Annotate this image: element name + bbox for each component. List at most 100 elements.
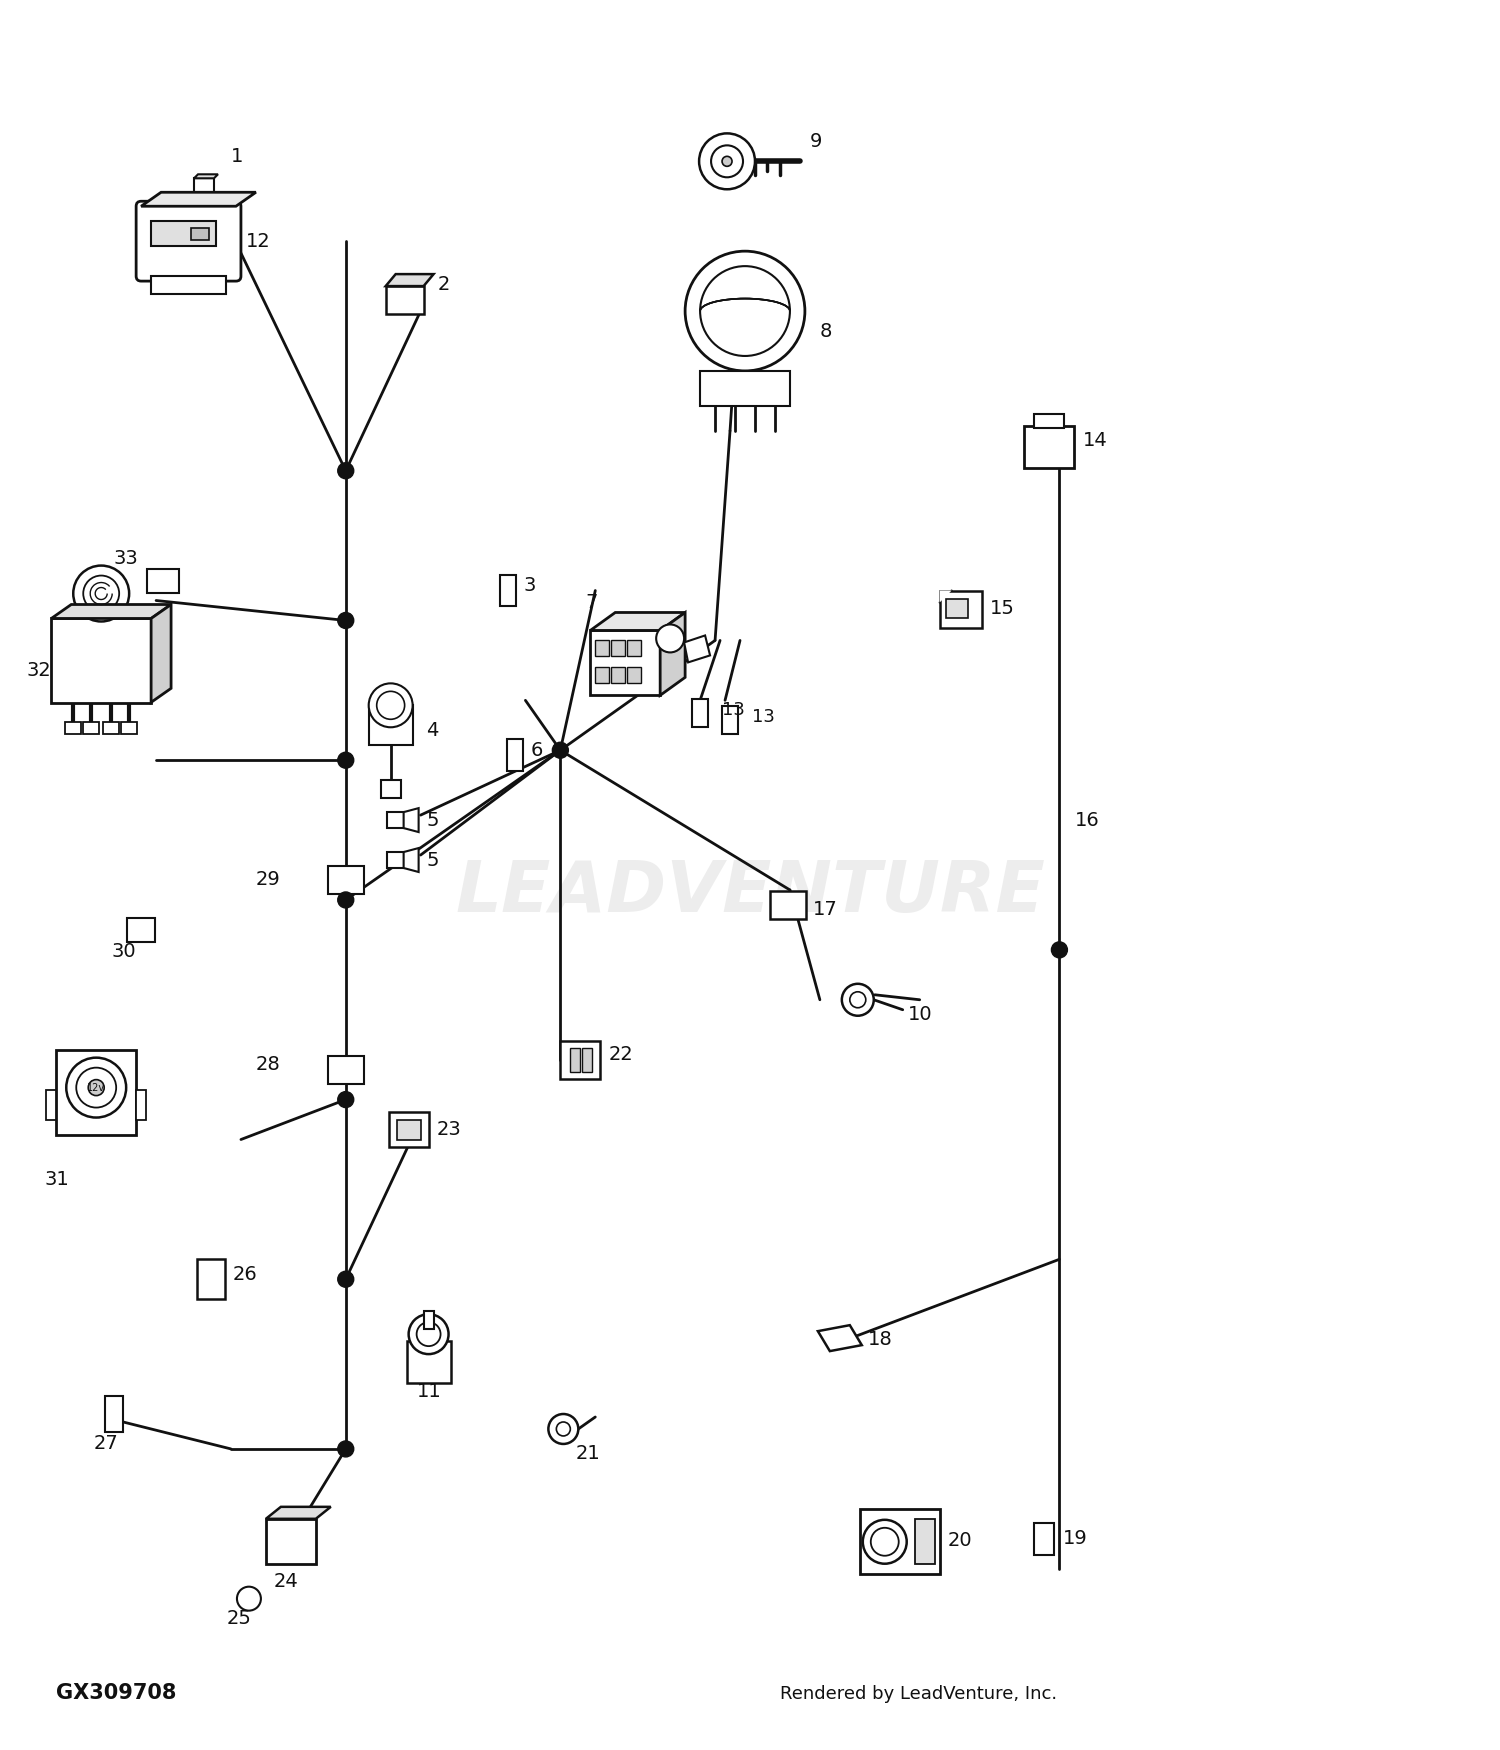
Text: 16: 16 xyxy=(1074,810,1100,829)
Text: 11: 11 xyxy=(417,1381,441,1400)
Bar xyxy=(196,1260,225,1298)
Circle shape xyxy=(369,682,413,728)
Bar xyxy=(1024,425,1074,467)
Polygon shape xyxy=(684,635,709,663)
Polygon shape xyxy=(386,285,423,313)
Circle shape xyxy=(850,992,865,1008)
Bar xyxy=(381,780,400,798)
Bar xyxy=(1035,1522,1054,1554)
Text: 9: 9 xyxy=(810,131,822,150)
Bar xyxy=(1035,413,1065,427)
Text: 14: 14 xyxy=(1083,430,1107,450)
Bar xyxy=(57,1050,136,1134)
Text: 31: 31 xyxy=(45,1171,69,1188)
Polygon shape xyxy=(141,192,256,206)
Circle shape xyxy=(556,1423,570,1437)
Text: 6: 6 xyxy=(531,740,543,760)
Text: 12v: 12v xyxy=(87,1083,105,1092)
Circle shape xyxy=(1052,942,1068,957)
Circle shape xyxy=(656,625,684,653)
Text: 13: 13 xyxy=(752,709,776,726)
Text: 3: 3 xyxy=(524,576,536,595)
Bar xyxy=(591,630,660,695)
Circle shape xyxy=(237,1587,261,1610)
Bar xyxy=(266,1519,316,1564)
Text: 27: 27 xyxy=(93,1435,118,1454)
Circle shape xyxy=(549,1414,579,1444)
Circle shape xyxy=(711,145,742,177)
Bar xyxy=(627,667,640,682)
Circle shape xyxy=(842,984,874,1015)
Bar xyxy=(190,228,208,240)
Text: 10: 10 xyxy=(908,1004,933,1024)
Circle shape xyxy=(66,1057,126,1118)
Text: 21: 21 xyxy=(576,1444,600,1463)
Text: 23: 23 xyxy=(436,1120,462,1139)
Bar xyxy=(328,866,363,894)
Bar xyxy=(66,723,81,735)
Circle shape xyxy=(700,266,790,355)
Circle shape xyxy=(338,1092,354,1108)
FancyBboxPatch shape xyxy=(136,201,242,282)
Bar xyxy=(328,1055,363,1083)
Text: 15: 15 xyxy=(990,598,1014,618)
Polygon shape xyxy=(818,1325,862,1351)
Circle shape xyxy=(722,156,732,166)
Circle shape xyxy=(82,576,118,611)
Bar xyxy=(82,723,99,735)
Circle shape xyxy=(552,742,568,758)
Bar xyxy=(627,640,640,656)
Text: 12: 12 xyxy=(246,231,270,250)
Bar xyxy=(770,891,806,919)
Polygon shape xyxy=(387,852,404,868)
Text: LEADVENTURE: LEADVENTURE xyxy=(454,858,1046,928)
Polygon shape xyxy=(404,808,418,831)
Bar xyxy=(692,700,708,728)
Bar xyxy=(596,640,609,656)
Polygon shape xyxy=(152,276,226,294)
Polygon shape xyxy=(194,178,214,194)
Circle shape xyxy=(699,133,754,189)
Bar xyxy=(945,598,968,618)
Text: 17: 17 xyxy=(813,901,837,919)
Circle shape xyxy=(338,462,354,480)
Text: 8: 8 xyxy=(821,322,833,341)
Bar xyxy=(915,1519,934,1564)
Polygon shape xyxy=(660,612,686,695)
Bar xyxy=(46,1090,57,1120)
Text: GX309708: GX309708 xyxy=(57,1684,177,1703)
Circle shape xyxy=(338,1440,354,1458)
Circle shape xyxy=(417,1323,441,1346)
Text: 29: 29 xyxy=(256,870,280,889)
Bar xyxy=(105,1396,123,1431)
Polygon shape xyxy=(591,612,686,630)
Circle shape xyxy=(338,1270,354,1288)
Text: 7: 7 xyxy=(585,593,597,612)
Bar xyxy=(939,590,981,628)
Bar xyxy=(122,723,136,735)
Bar xyxy=(396,1120,420,1139)
Circle shape xyxy=(88,1080,104,1096)
Circle shape xyxy=(408,1314,448,1354)
Bar xyxy=(406,1340,450,1382)
Bar xyxy=(388,1111,429,1148)
Polygon shape xyxy=(152,604,171,702)
Polygon shape xyxy=(939,590,951,602)
Text: 25: 25 xyxy=(226,1608,252,1628)
Polygon shape xyxy=(404,849,418,872)
Text: 19: 19 xyxy=(1062,1530,1088,1549)
Polygon shape xyxy=(51,604,171,618)
Text: 22: 22 xyxy=(609,1045,633,1064)
Circle shape xyxy=(871,1528,898,1556)
Text: 30: 30 xyxy=(111,942,136,961)
Bar xyxy=(147,569,178,593)
Text: 24: 24 xyxy=(274,1572,298,1591)
Polygon shape xyxy=(387,812,404,828)
Bar xyxy=(136,1090,146,1120)
Bar xyxy=(596,667,609,682)
Circle shape xyxy=(338,612,354,628)
Bar xyxy=(582,1048,592,1071)
Text: 32: 32 xyxy=(27,662,51,681)
Bar xyxy=(859,1508,939,1573)
Bar xyxy=(152,220,216,247)
